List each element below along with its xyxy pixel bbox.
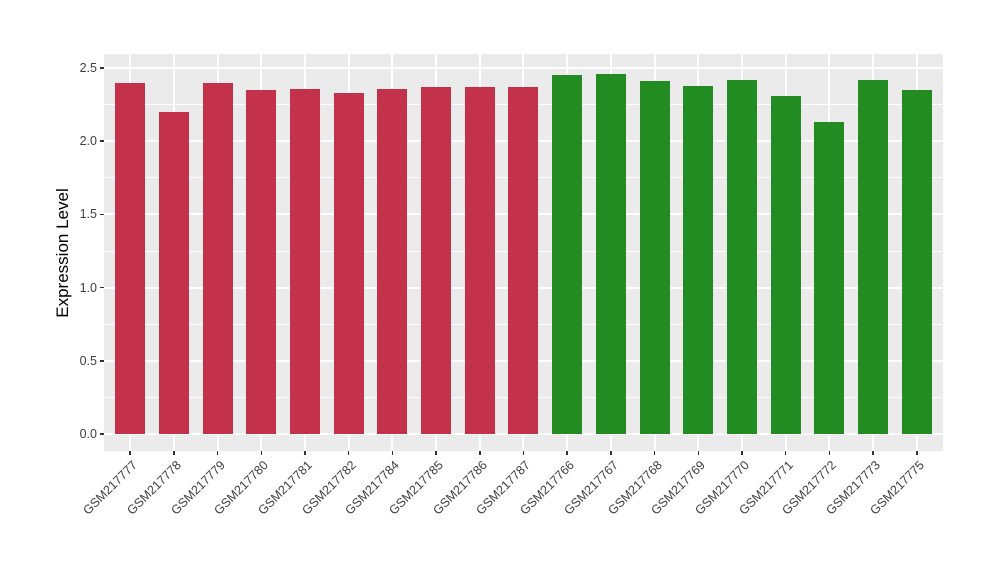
- x-tick-mark: [566, 451, 568, 455]
- x-tick-mark: [173, 451, 175, 455]
- y-tick-label: 1.5: [79, 207, 97, 222]
- x-tick-mark: [216, 451, 219, 455]
- x-tick-mark: [347, 451, 350, 455]
- y-tick-mark: [100, 140, 104, 142]
- bar: [421, 87, 452, 434]
- y-axis-title: Expression Level: [53, 188, 72, 318]
- x-tick-mark: [260, 451, 263, 455]
- bar: [508, 87, 539, 434]
- bar: [115, 82, 146, 434]
- x-tick-mark: [304, 451, 306, 455]
- y-tick-mark: [100, 360, 104, 362]
- x-tick-mark: [916, 451, 918, 455]
- y-tick-label: 2.0: [79, 134, 97, 149]
- y-tick-mark: [100, 286, 104, 289]
- bar: [814, 122, 845, 434]
- y-tick-label: 1.0: [79, 280, 97, 295]
- x-tick-mark: [653, 451, 656, 455]
- bar: [858, 79, 889, 434]
- plot-panel: [104, 54, 943, 451]
- x-tick-mark: [697, 451, 700, 455]
- bar: [726, 79, 757, 434]
- x-tick-mark: [435, 451, 437, 455]
- y-tick-label: 0.0: [79, 427, 97, 441]
- y-tick-mark: [100, 433, 104, 435]
- bar: [290, 88, 320, 434]
- bar: [333, 92, 364, 434]
- x-tick-mark: [129, 451, 131, 455]
- x-tick-mark: [741, 451, 743, 455]
- x-tick-mark: [391, 451, 394, 455]
- x-tick-mark: [522, 451, 525, 455]
- bar: [639, 81, 670, 434]
- bar: [552, 75, 583, 434]
- bar: [158, 111, 189, 434]
- bar: [202, 82, 233, 434]
- x-tick-mark: [610, 451, 612, 455]
- x-tick-mark: [784, 451, 787, 455]
- y-tick-label: 2.5: [79, 61, 97, 75]
- x-tick-mark: [872, 451, 874, 455]
- y-tick-mark: [100, 67, 104, 69]
- bar: [246, 89, 277, 434]
- bar: [595, 73, 626, 434]
- y-tick-mark: [100, 213, 104, 216]
- bar: [377, 88, 408, 434]
- y-tick-label: 0.5: [79, 353, 97, 368]
- x-tick-mark: [828, 451, 831, 455]
- bar: [683, 85, 714, 434]
- bar: [770, 95, 801, 434]
- bar: [464, 87, 495, 434]
- x-tick-mark: [479, 451, 481, 455]
- bar: [901, 89, 932, 434]
